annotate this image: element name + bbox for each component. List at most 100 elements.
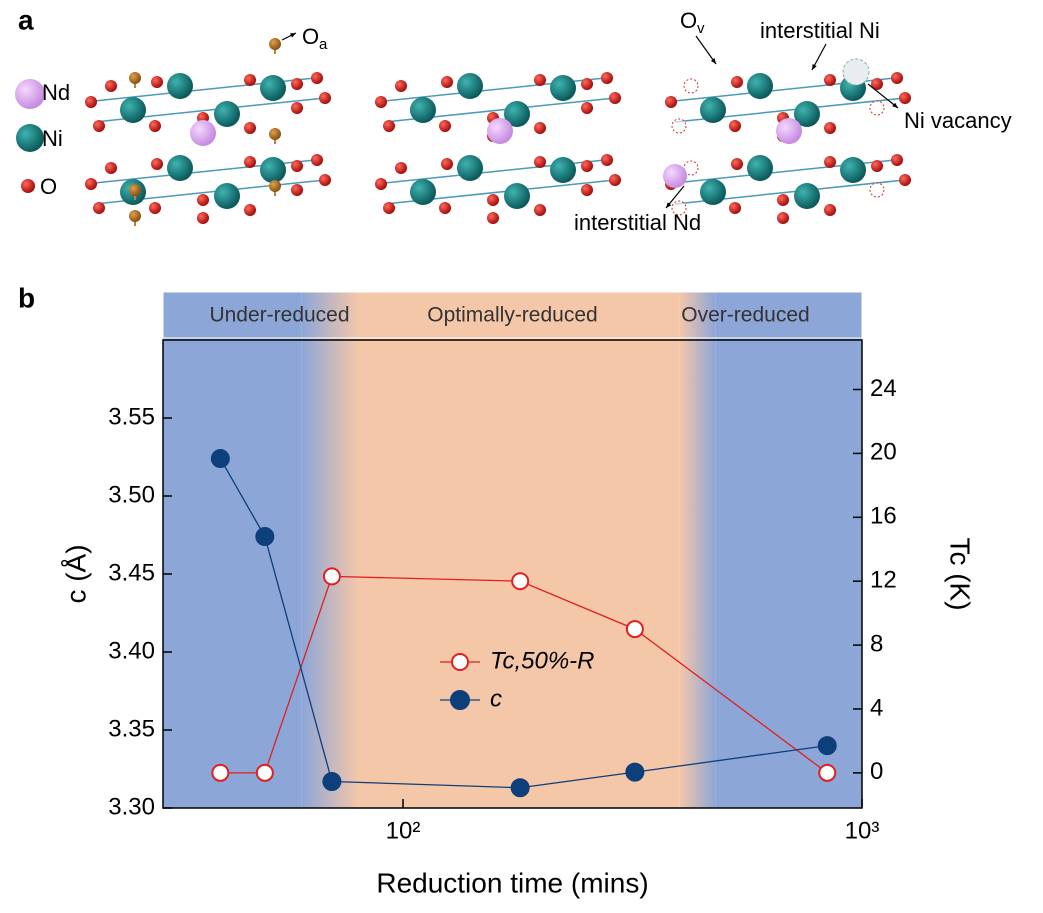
annotation: O: [302, 24, 319, 49]
oxygen: [891, 154, 903, 166]
oxygen: [729, 202, 741, 214]
oxygen: [105, 80, 117, 92]
oxygen: [581, 160, 593, 172]
legend-label: O: [40, 174, 57, 199]
oxygen: [291, 78, 303, 90]
data-point: [818, 763, 837, 782]
nickel: [504, 183, 530, 209]
apical-oxygen: [269, 128, 281, 140]
legend-label: Ni: [42, 126, 63, 151]
oxygen: [383, 202, 395, 214]
data-point: [211, 763, 230, 782]
oxygen: [311, 72, 323, 84]
panel-label: a: [18, 4, 34, 35]
y-axis-title: c (Å): [60, 544, 91, 603]
nickel: [550, 75, 576, 101]
annotation: interstitial Ni: [760, 18, 880, 43]
oxygen: [609, 174, 621, 186]
region-label: Over-reduced: [681, 304, 809, 327]
neodymium: [663, 164, 687, 188]
region-transition: [679, 292, 716, 808]
chart: Under-reduced Optimally-reduced Over-reduc…: [60, 291, 976, 898]
y2-tick-label: 8: [870, 630, 883, 657]
y2-tick-label: 4: [870, 694, 883, 721]
oxygen: [311, 154, 323, 166]
data-point: [255, 527, 275, 547]
oxygen: [534, 204, 546, 216]
data-point: [322, 771, 342, 791]
y-tick-label: 3.45: [108, 559, 155, 586]
region: [715, 292, 862, 808]
vacancy: [869, 100, 885, 116]
panel-label: b: [18, 282, 35, 313]
data-point: [322, 567, 341, 586]
x-tick-label: 10²: [386, 817, 421, 844]
data-point: [210, 449, 230, 469]
data-point: [511, 572, 530, 591]
y2-tick-label: 0: [870, 758, 883, 785]
neodymium: [190, 120, 216, 146]
nickel: [260, 157, 286, 183]
oxygen: [731, 158, 743, 170]
neodymium: [776, 118, 802, 144]
nickel: [410, 179, 436, 205]
oxygen: [291, 102, 303, 114]
oxygen: [824, 156, 836, 168]
oxygen: [871, 160, 883, 172]
nickel: [747, 155, 773, 181]
oxygen: [395, 162, 407, 174]
y-tick-label: 3.50: [108, 481, 155, 508]
oxygen: [151, 158, 163, 170]
annotation: Ni vacancy: [904, 108, 1012, 133]
data-point: [625, 620, 644, 639]
oxygen: [21, 179, 35, 193]
oxygen: [601, 154, 613, 166]
y2-tick-label: 12: [870, 567, 897, 594]
oxygen: [439, 202, 451, 214]
y-tick-label: 3.35: [108, 715, 155, 742]
nickel: [840, 157, 866, 183]
oxygen: [244, 204, 256, 216]
region-label: Optimally-reduced: [427, 304, 597, 327]
nickel: [794, 183, 820, 209]
apical-oxygen: [269, 38, 281, 50]
oxygen: [439, 120, 451, 132]
oxygen: [149, 202, 161, 214]
y-tick-label: 3.30: [108, 793, 155, 820]
oxygen: [395, 80, 407, 92]
oxygen: [375, 178, 387, 190]
vacancy: [869, 182, 885, 198]
arrow-head: [666, 202, 672, 208]
oxygen: [609, 92, 621, 104]
oxygen: [441, 158, 453, 170]
annotation-sub: a: [319, 36, 328, 53]
oxygen: [729, 120, 741, 132]
oxygen: [487, 194, 499, 206]
oxygen: [601, 72, 613, 84]
arrow: [695, 35, 717, 65]
nickel: [794, 101, 820, 127]
nickel: [167, 155, 193, 181]
oxygen: [731, 76, 743, 88]
data-point: [510, 778, 530, 798]
oxygen: [85, 96, 97, 108]
oxygen: [93, 202, 105, 214]
nickel: [214, 183, 240, 209]
arrow-head: [290, 33, 296, 38]
arrow-head: [710, 58, 716, 64]
legend-label: c: [490, 685, 502, 712]
neodymium: [487, 118, 513, 144]
y2-tick-label: 20: [870, 439, 897, 466]
arrow: [867, 83, 899, 109]
y-tick-label: 3.55: [108, 403, 155, 430]
oxygen: [197, 212, 209, 224]
oxygen: [899, 174, 911, 186]
oxygen: [319, 174, 331, 186]
oxygen: [85, 178, 97, 190]
data-point: [817, 736, 837, 756]
oxygen: [534, 122, 546, 134]
apical-oxygen: [129, 184, 141, 196]
oxygen: [375, 96, 387, 108]
data-point: [255, 763, 274, 782]
